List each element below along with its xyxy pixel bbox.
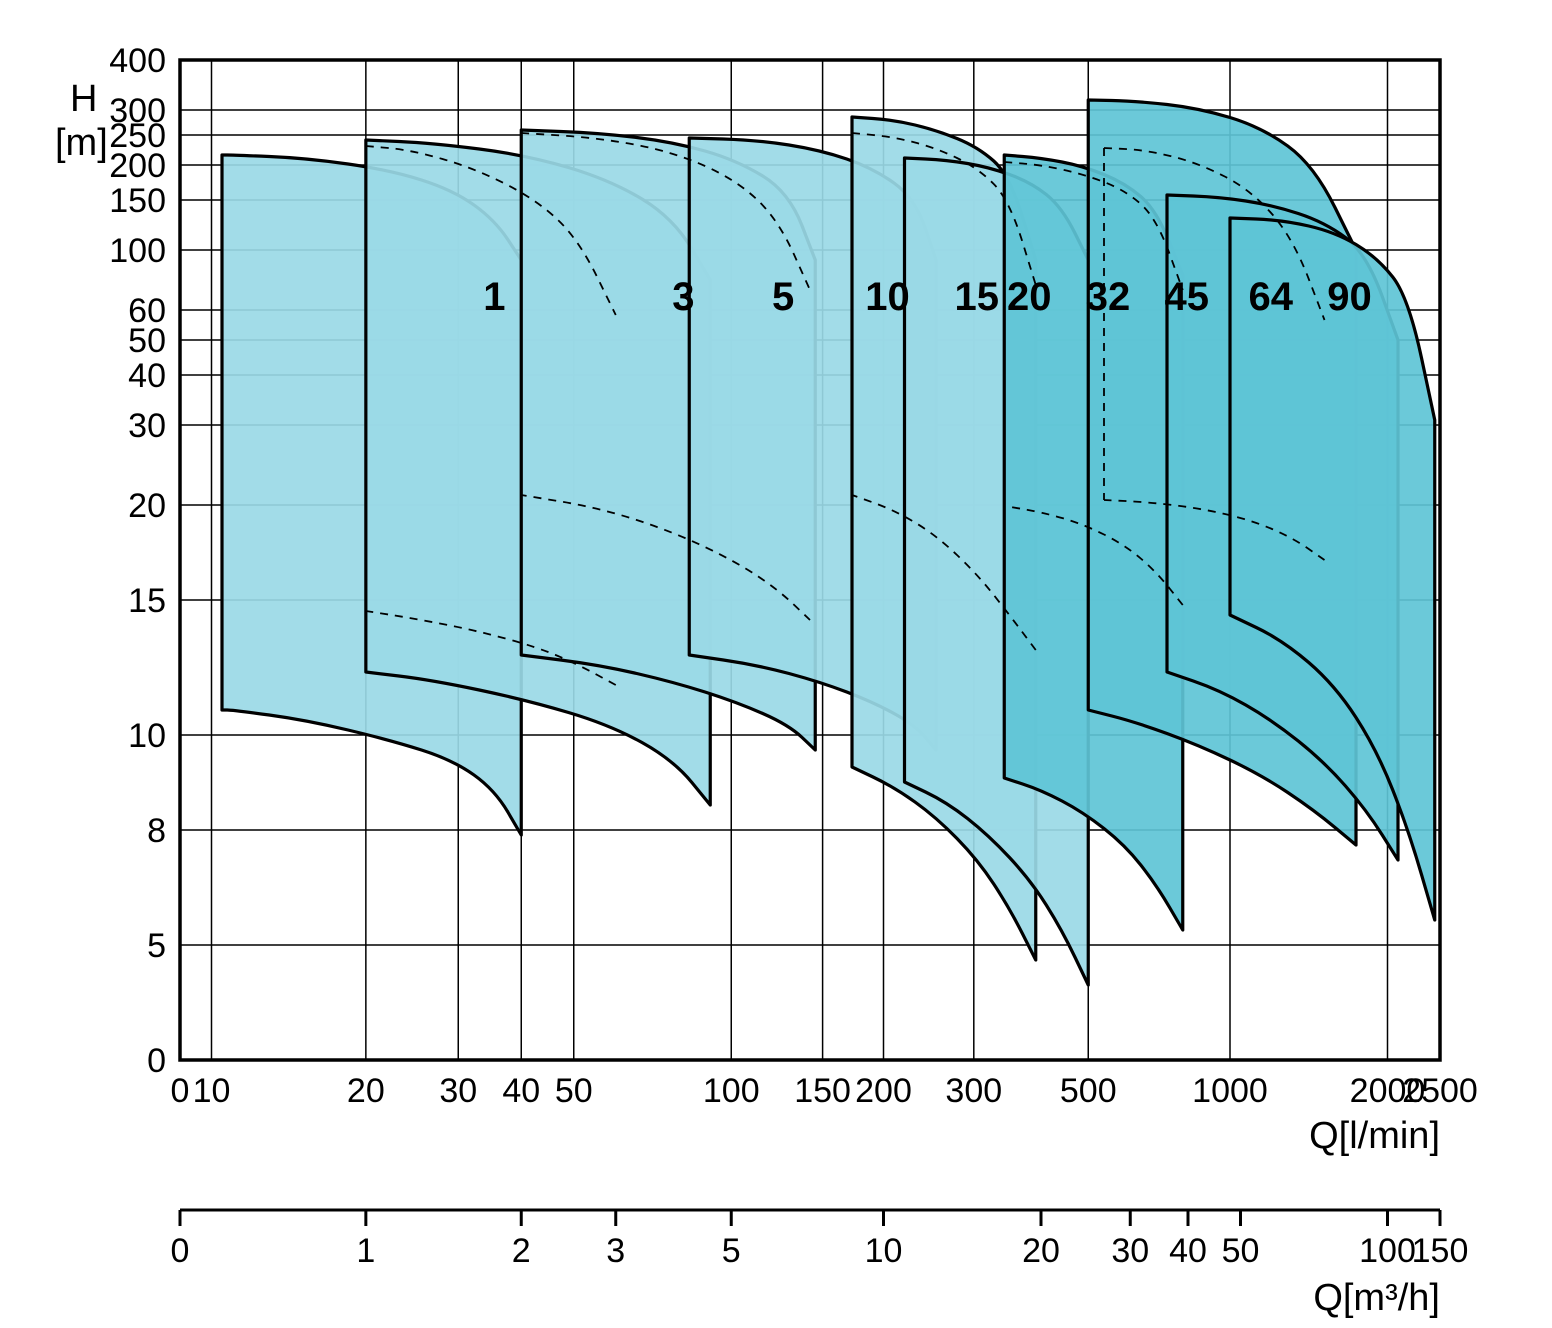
svg-text:300: 300 bbox=[945, 1072, 1002, 1110]
region-label-32: 32 bbox=[1086, 275, 1131, 319]
svg-text:20: 20 bbox=[1022, 1232, 1060, 1270]
svg-text:150: 150 bbox=[109, 182, 166, 220]
svg-text:60: 60 bbox=[128, 292, 166, 330]
svg-text:400: 400 bbox=[109, 42, 166, 80]
region-label-5: 5 bbox=[772, 275, 794, 319]
region-label-15: 15 bbox=[955, 275, 1000, 319]
svg-text:150: 150 bbox=[1412, 1232, 1469, 1270]
pump-chart: 1351015203245649005810152030405060100150… bbox=[0, 0, 1552, 1328]
svg-text:0: 0 bbox=[171, 1232, 190, 1270]
svg-text:[m]: [m] bbox=[55, 122, 108, 164]
svg-text:1000: 1000 bbox=[1192, 1072, 1268, 1110]
svg-text:150: 150 bbox=[794, 1072, 851, 1110]
chart-svg: 1351015203245649005810152030405060100150… bbox=[0, 0, 1552, 1328]
svg-text:40: 40 bbox=[128, 357, 166, 395]
region-label-3: 3 bbox=[672, 275, 694, 319]
svg-text:300: 300 bbox=[109, 92, 166, 130]
svg-text:10: 10 bbox=[128, 717, 166, 755]
svg-text:8: 8 bbox=[147, 812, 166, 850]
svg-text:3: 3 bbox=[606, 1232, 625, 1270]
svg-text:1: 1 bbox=[356, 1232, 375, 1270]
svg-text:200: 200 bbox=[855, 1072, 912, 1110]
svg-text:100: 100 bbox=[109, 232, 166, 270]
svg-text:30: 30 bbox=[439, 1072, 477, 1110]
region-label-45: 45 bbox=[1165, 275, 1210, 319]
region-label-20: 20 bbox=[1007, 275, 1052, 319]
svg-text:10: 10 bbox=[865, 1232, 903, 1270]
svg-text:5: 5 bbox=[722, 1232, 741, 1270]
region-label-64: 64 bbox=[1249, 275, 1294, 319]
svg-text:10: 10 bbox=[193, 1072, 231, 1110]
svg-text:20: 20 bbox=[347, 1072, 385, 1110]
svg-text:15: 15 bbox=[128, 582, 166, 620]
svg-text:500: 500 bbox=[1060, 1072, 1117, 1110]
svg-text:50: 50 bbox=[1222, 1232, 1260, 1270]
svg-text:Q[m³/h]: Q[m³/h] bbox=[1313, 1277, 1440, 1319]
region-label-1: 1 bbox=[483, 275, 505, 319]
svg-text:0: 0 bbox=[147, 1042, 166, 1080]
svg-text:100: 100 bbox=[703, 1072, 760, 1110]
svg-text:H: H bbox=[70, 78, 97, 120]
svg-text:2: 2 bbox=[512, 1232, 531, 1270]
svg-text:5: 5 bbox=[147, 927, 166, 965]
svg-text:30: 30 bbox=[128, 407, 166, 445]
svg-text:40: 40 bbox=[502, 1072, 540, 1110]
region-label-10: 10 bbox=[865, 275, 910, 319]
svg-text:50: 50 bbox=[555, 1072, 593, 1110]
svg-text:Q[l/min]: Q[l/min] bbox=[1309, 1115, 1440, 1157]
svg-text:100: 100 bbox=[1359, 1232, 1416, 1270]
svg-text:40: 40 bbox=[1169, 1232, 1207, 1270]
svg-text:30: 30 bbox=[1111, 1232, 1149, 1270]
region-label-90: 90 bbox=[1327, 275, 1372, 319]
svg-text:20: 20 bbox=[128, 487, 166, 525]
svg-text:2500: 2500 bbox=[1402, 1072, 1478, 1110]
svg-text:0: 0 bbox=[171, 1072, 190, 1110]
